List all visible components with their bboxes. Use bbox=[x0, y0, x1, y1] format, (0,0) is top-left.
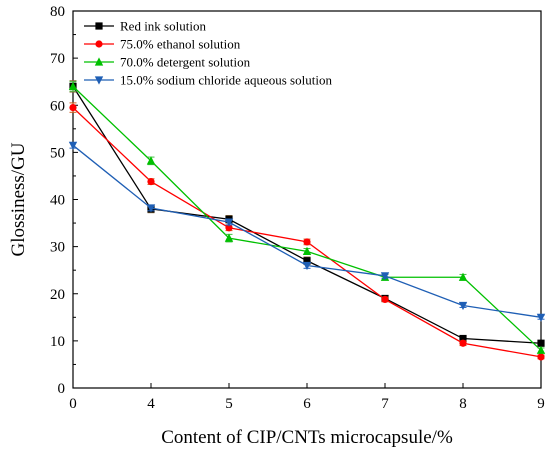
axis-ticks: 0 10 20 30 40 50 60 70 80 0 4 5 6 7 8 9 bbox=[50, 4, 545, 412]
legend-item: 70.0% detergent solution bbox=[84, 55, 251, 70]
data-point bbox=[537, 353, 545, 361]
y-tick-label: 60 bbox=[50, 98, 65, 114]
series-line bbox=[72, 144, 542, 318]
legend-item: 75.0% ethanol solution bbox=[84, 37, 241, 52]
legend-marker bbox=[95, 40, 103, 48]
data-point bbox=[224, 233, 234, 242]
data-point bbox=[146, 204, 156, 213]
series-3 bbox=[68, 81, 546, 354]
legend-marker bbox=[95, 22, 103, 30]
data-point bbox=[302, 261, 312, 271]
data-point bbox=[303, 238, 311, 246]
series-4 bbox=[68, 141, 546, 322]
y-tick-label: 50 bbox=[50, 145, 65, 161]
y-tick-label: 70 bbox=[50, 51, 65, 67]
legend-label: 75.0% ethanol solution bbox=[120, 37, 241, 52]
data-point bbox=[146, 156, 156, 165]
series-line bbox=[72, 85, 542, 351]
legend-label: 70.0% detergent solution bbox=[120, 55, 251, 70]
data-point bbox=[458, 272, 468, 281]
y-tick-label: 20 bbox=[50, 287, 65, 303]
y-axis-title: Glossiness/GU bbox=[8, 142, 29, 256]
legend-item: Red ink solution bbox=[84, 19, 206, 34]
series-2 bbox=[69, 102, 545, 361]
data-point bbox=[224, 218, 234, 227]
data-point bbox=[381, 295, 389, 304]
y-tick-label: 40 bbox=[50, 193, 65, 209]
data-point bbox=[302, 246, 312, 255]
x-tick-label: 8 bbox=[459, 396, 467, 412]
data-point bbox=[68, 141, 78, 150]
y-tick-label: 30 bbox=[50, 240, 65, 256]
legend-label: 15.0% sodium chloride aqueous solution bbox=[120, 73, 332, 88]
y-tick-label: 10 bbox=[50, 334, 65, 350]
legend-marker bbox=[94, 57, 104, 66]
data-point bbox=[458, 301, 468, 311]
x-tick-label: 4 bbox=[147, 396, 155, 412]
legend-item: 15.0% sodium chloride aqueous solution bbox=[84, 73, 332, 88]
x-tick-label: 9 bbox=[537, 396, 545, 412]
y-tick-label: 0 bbox=[58, 381, 66, 397]
data-point bbox=[69, 104, 77, 112]
legend: Red ink solution 75.0% ethanol solution 70… bbox=[84, 19, 332, 88]
x-tick-label: 0 bbox=[69, 396, 77, 412]
x-axis-title: Content of CIP/CNTs microcapsule/% bbox=[161, 427, 453, 448]
series-layer bbox=[68, 80, 546, 361]
series-line bbox=[72, 86, 542, 344]
data-point bbox=[536, 313, 546, 322]
data-point bbox=[225, 224, 233, 232]
data-point bbox=[68, 81, 78, 90]
data-point bbox=[536, 345, 546, 354]
legend-marker bbox=[94, 76, 104, 85]
data-point bbox=[537, 339, 545, 347]
x-tick-label: 5 bbox=[225, 396, 233, 412]
data-point bbox=[303, 257, 311, 265]
series-line bbox=[72, 107, 542, 358]
x-tick-label: 7 bbox=[381, 396, 389, 412]
legend-label: Red ink solution bbox=[120, 19, 206, 34]
data-point bbox=[380, 272, 390, 281]
data-point bbox=[459, 339, 467, 347]
data-point bbox=[459, 334, 467, 343]
x-tick-label: 6 bbox=[303, 396, 311, 412]
y-tick-label: 80 bbox=[50, 4, 65, 20]
data-point bbox=[147, 177, 155, 186]
